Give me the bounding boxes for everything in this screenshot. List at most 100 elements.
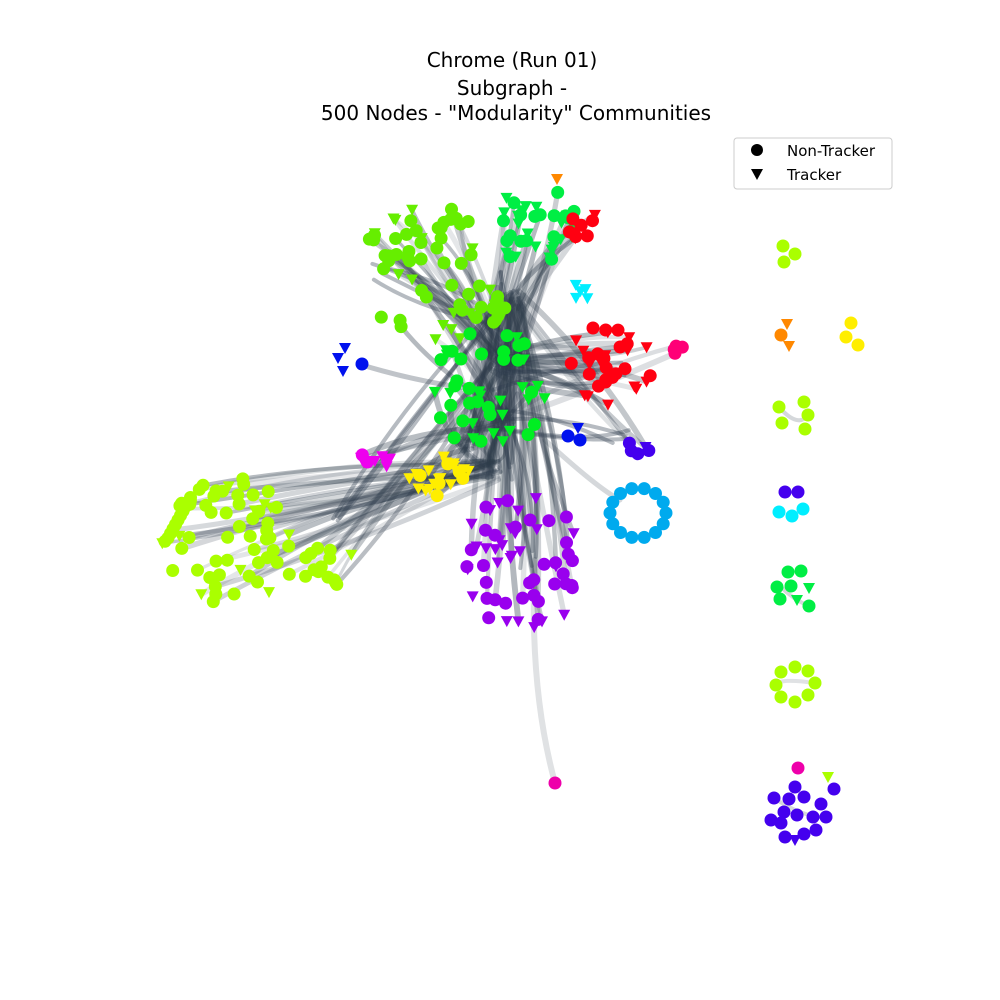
non-tracker-node [330,577,344,591]
non-tracker-node [775,416,789,430]
non-tracker-node [184,491,197,504]
non-tracker-node [445,278,459,292]
tracker-node [602,399,614,411]
non-tracker-node [487,315,501,329]
non-tracker-node [382,249,396,263]
non-tracker-node [243,529,257,543]
non-tracker-node [299,551,313,565]
non-tracker-node [770,580,784,594]
non-tracker-node [191,563,204,577]
non-tracker-node [551,185,565,199]
non-tracker-node [203,571,217,584]
tracker-node [570,292,582,304]
edge [513,300,652,453]
non-tracker-node [488,528,502,542]
tracker-node [339,343,351,354]
non-tracker-node [474,300,488,314]
non-tracker-node [767,791,781,805]
non-tracker-node [814,797,828,811]
tracker-node [639,442,652,453]
tracker-node [538,393,551,405]
non-tracker-node [559,510,573,524]
non-tracker-node [790,808,804,822]
non-tracker-node [531,594,545,608]
legend-box [733,137,893,190]
edge [334,305,501,518]
non-tracker-node [501,494,515,508]
non-tracker-node [216,484,229,498]
non-tracker-node [777,255,791,269]
tracker-node [406,204,419,216]
tracker-node [512,210,524,222]
tracker-node [355,452,367,464]
non-tracker-node [431,221,445,235]
non-tracker-node [231,488,245,502]
tracker-node [422,465,435,477]
non-tracker-node [437,256,451,270]
non-tracker-node [414,236,428,249]
tracker-node [498,207,511,219]
non-tracker-node [643,369,657,383]
tracker-node [389,214,402,226]
edge [486,384,526,470]
edge [494,347,630,359]
edge [449,348,497,481]
tracker-node [337,366,349,377]
tracker-node [570,335,583,347]
non-tracker-node [784,579,798,593]
edge [491,360,624,392]
non-tracker-node [614,526,627,539]
edge [495,295,522,565]
non-tracker-node [851,338,865,352]
tracker-node [345,549,358,561]
edge [452,383,486,471]
edge [505,303,536,582]
tracker-node [368,456,381,467]
edge [483,412,506,471]
non-tracker-node [498,301,512,315]
non-tracker-node [227,587,241,601]
tracker-node [222,481,235,493]
tracker-node [517,354,530,366]
tracker-node [234,564,247,576]
non-tracker-node [782,792,796,806]
non-tracker-node [781,565,795,579]
tracker-node [437,451,450,463]
edge [516,230,578,312]
non-tracker-node [204,505,218,519]
non-tracker-node [430,241,444,255]
tracker-node [509,528,522,540]
edge [494,345,649,360]
tracker-node [514,546,526,558]
non-tracker-node [430,489,444,503]
non-tracker-node [463,327,477,341]
edge [496,295,515,506]
non-tracker-node [582,351,596,365]
tracker-node [368,228,381,240]
non-tracker-node [456,414,470,428]
edge [327,355,496,561]
edge [287,458,495,577]
non-tracker-node [573,433,587,447]
non-tracker-node [625,530,639,544]
non-tracker-node [182,531,196,544]
edge [517,295,559,569]
non-tracker-node [560,536,573,550]
non-tracker-node [362,232,376,246]
non-tracker-node [772,505,786,519]
edge [503,391,534,568]
edge [507,305,569,519]
non-tracker-node [772,400,786,414]
non-tracker-node [603,506,617,520]
edge [441,260,493,361]
tracker-node [410,468,423,480]
tracker-node [258,499,271,511]
non-tracker-node [527,573,541,587]
tracker-node [628,381,641,393]
non-tracker-node [206,595,220,609]
tracker-node [512,505,525,517]
edge [468,231,530,440]
non-tracker-node [402,245,416,258]
tracker-node [465,518,478,530]
non-tracker-node [565,579,579,592]
